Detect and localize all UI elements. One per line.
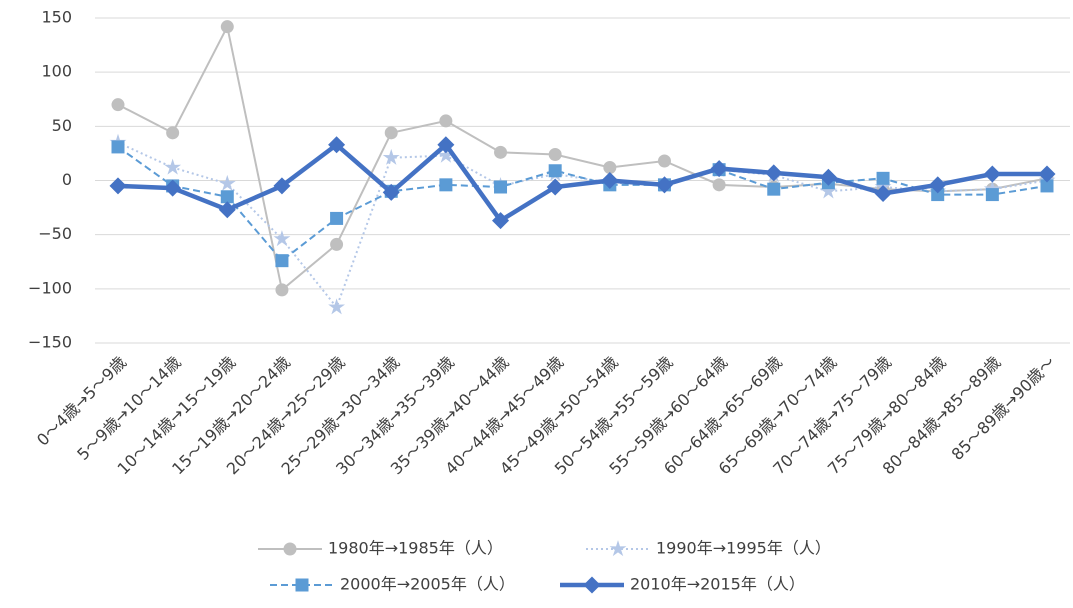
x-tick-label: 85～89歳→90歳～ xyxy=(948,353,1059,464)
data-point xyxy=(767,182,781,196)
data-point xyxy=(546,178,564,196)
series-line xyxy=(117,141,1047,224)
data-point xyxy=(439,114,453,128)
y-tick-label: 100 xyxy=(41,62,72,81)
legend-marker xyxy=(283,542,297,556)
data-point xyxy=(494,180,508,194)
data-point xyxy=(603,161,617,174)
data-point xyxy=(109,177,127,195)
data-point xyxy=(494,145,508,159)
data-point xyxy=(166,126,180,140)
data-point xyxy=(819,168,837,186)
data-point xyxy=(164,158,182,175)
data-point xyxy=(874,184,892,203)
data-point xyxy=(382,183,400,201)
data-point xyxy=(876,171,890,185)
data-point xyxy=(273,230,291,247)
data-point xyxy=(929,176,947,194)
data-point xyxy=(218,174,236,191)
data-point xyxy=(548,164,562,178)
data-point xyxy=(218,201,236,219)
data-point xyxy=(655,176,673,194)
legend-marker xyxy=(609,540,627,557)
data-point xyxy=(657,154,671,168)
y-tick-label: 150 xyxy=(41,8,72,27)
y-tick-label: −150 xyxy=(28,333,72,352)
data-point xyxy=(983,165,1001,183)
data-point xyxy=(439,178,453,192)
data-point xyxy=(328,136,346,154)
legend-label: 1990年→1995年（人） xyxy=(656,539,831,558)
series-line xyxy=(117,23,1048,292)
data-point xyxy=(1038,165,1056,183)
data-point xyxy=(384,126,398,140)
data-point xyxy=(382,148,400,165)
y-tick-label: −100 xyxy=(28,278,72,297)
data-point xyxy=(985,188,999,202)
data-point xyxy=(437,136,455,154)
x-tick-label: 5～9歳→10～14歳 xyxy=(73,353,184,464)
data-point xyxy=(492,212,510,230)
y-tick-label: −50 xyxy=(38,224,72,243)
data-point xyxy=(330,211,344,225)
data-point xyxy=(111,140,125,154)
series-line xyxy=(117,141,1048,310)
legend-label: 2000年→2005年（人） xyxy=(340,575,515,594)
data-point xyxy=(548,148,562,161)
data-point xyxy=(220,20,234,34)
series-line xyxy=(117,146,1048,263)
data-point xyxy=(712,178,726,192)
data-point xyxy=(601,171,619,190)
legend-label: 2010年→2015年（人） xyxy=(630,575,805,594)
data-point xyxy=(273,177,291,195)
y-tick-label: 50 xyxy=(52,116,72,135)
data-point xyxy=(328,298,346,315)
data-point xyxy=(275,283,289,297)
data-point xyxy=(220,190,234,204)
y-tick-label: 0 xyxy=(62,170,72,189)
data-point xyxy=(765,164,783,182)
data-point xyxy=(111,98,125,112)
data-point xyxy=(330,237,344,251)
data-point xyxy=(710,160,728,178)
legend-label: 1980年→1985年（人） xyxy=(328,539,503,558)
legend-marker xyxy=(583,576,601,594)
data-point xyxy=(164,179,182,197)
data-point xyxy=(275,254,289,268)
legend-marker xyxy=(295,578,309,592)
